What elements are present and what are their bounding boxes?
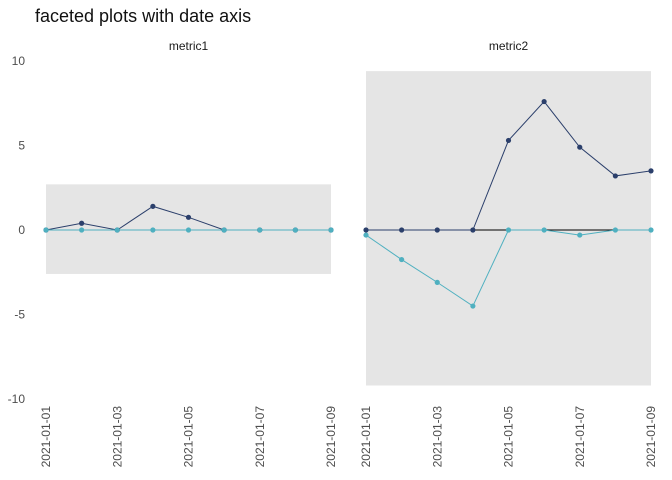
data-point <box>363 232 369 238</box>
y-tick-label: 5 <box>18 139 25 153</box>
x-tick-label: 2021-01-01 <box>359 406 373 468</box>
data-point <box>221 227 227 233</box>
data-point <box>612 227 618 233</box>
x-tick-label: 2021-01-03 <box>110 406 124 468</box>
data-point <box>470 227 476 233</box>
chart-title: faceted plots with date axis <box>35 6 252 26</box>
data-point <box>292 227 298 233</box>
data-point <box>434 227 440 233</box>
facet-strip-label: metric1 <box>169 39 209 53</box>
data-point <box>363 227 369 233</box>
data-point <box>399 227 405 233</box>
x-tick-label: 2021-01-03 <box>430 406 444 468</box>
x-tick-label: 2021-01-09 <box>644 406 658 468</box>
y-tick-label: -10 <box>8 392 26 406</box>
data-point <box>328 227 334 233</box>
y-tick-label: 10 <box>12 54 26 68</box>
data-point <box>541 98 547 105</box>
data-point <box>648 168 654 174</box>
data-point <box>612 173 618 179</box>
data-point <box>470 303 476 309</box>
data-point <box>185 227 192 233</box>
facet-strip-label: metric2 <box>489 39 529 53</box>
x-tick-label: 2021-01-05 <box>502 406 516 468</box>
x-tick-label: 2021-01-01 <box>39 406 53 468</box>
data-point <box>505 137 512 144</box>
x-tick-label: 2021-01-09 <box>324 406 338 468</box>
data-point <box>257 227 263 233</box>
data-point <box>150 227 156 233</box>
data-point <box>150 203 156 209</box>
y-tick-label: -5 <box>14 308 25 322</box>
data-point <box>577 144 583 150</box>
data-point <box>79 220 85 226</box>
x-tick-label: 2021-01-07 <box>253 406 267 468</box>
data-point <box>43 227 49 233</box>
data-point <box>577 232 583 238</box>
data-point <box>648 227 654 233</box>
data-point <box>114 227 120 233</box>
data-point <box>399 256 405 263</box>
data-point <box>434 279 440 285</box>
data-point <box>79 227 85 233</box>
x-tick-label: 2021-01-05 <box>182 406 196 468</box>
data-point <box>505 227 512 233</box>
data-point <box>541 227 547 233</box>
x-tick-label: 2021-01-07 <box>573 406 587 468</box>
y-tick-label: 0 <box>18 223 25 237</box>
data-point <box>185 214 192 220</box>
